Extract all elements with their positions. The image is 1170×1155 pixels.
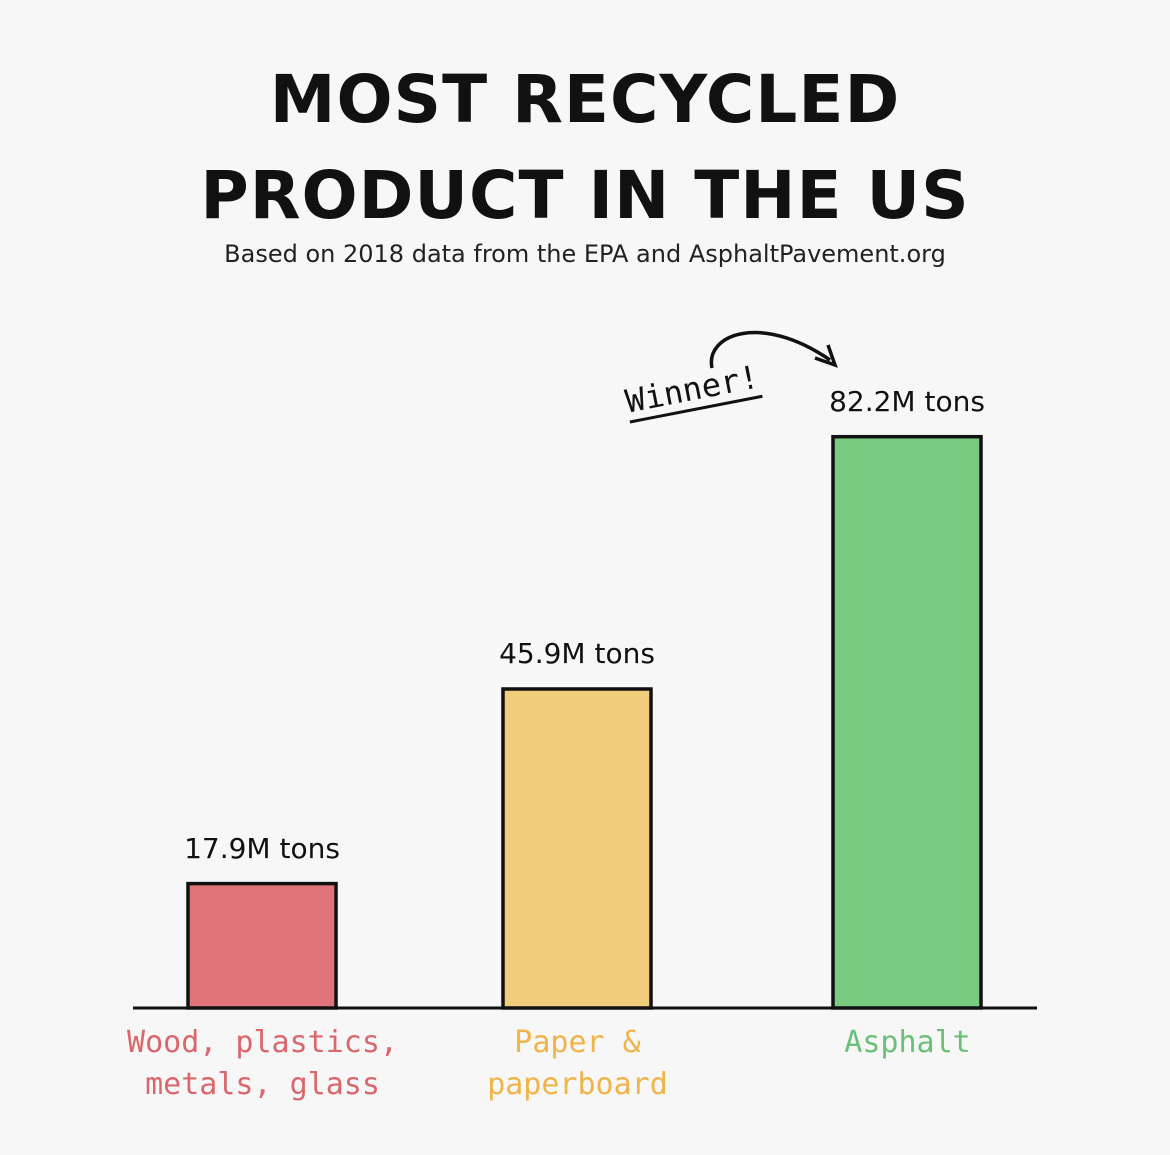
x-tick-label: Paper & paperboard (487, 1025, 668, 1102)
chart-title: MOST RECYCLED PRODUCT IN THE US (200, 61, 970, 234)
subtitle: Based on 2018 data from the EPA and Asph… (224, 240, 946, 268)
value-label: 45.9M tons (499, 636, 655, 670)
bar (831, 434, 983, 1010)
annotation-arrow (709, 330, 831, 369)
x-tick-label: Wood, plastics, metals, glass (127, 1025, 398, 1102)
value-label: 82.2M tons (829, 384, 985, 418)
bar (501, 687, 653, 1010)
value-label: 17.9M tons (184, 831, 340, 865)
bar (186, 881, 338, 1010)
arrow-head (814, 344, 838, 368)
x-tick-label: Asphalt (844, 1025, 971, 1060)
